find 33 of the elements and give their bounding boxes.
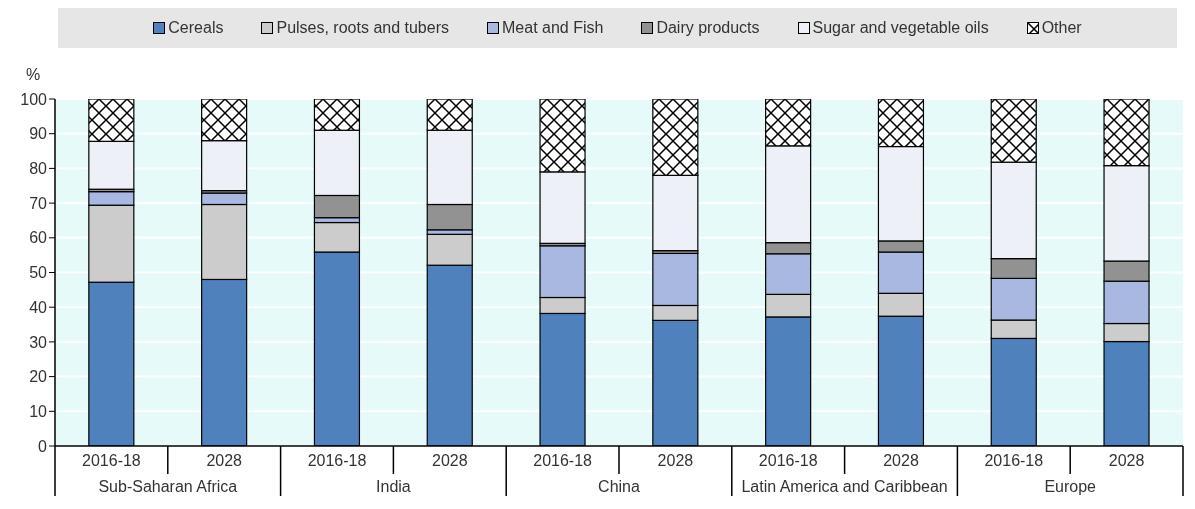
legend-label: Cereals [168, 19, 224, 37]
text: China [598, 478, 640, 495]
y-tick-label: 70 [29, 194, 48, 212]
x-tick-label: 2016-18 [758, 452, 818, 469]
x-tick-label: 2028 [432, 452, 468, 469]
y-tick-label: 30 [29, 333, 48, 351]
text: Latin America and Caribbean [741, 478, 948, 495]
x-tick-label: 2016-18 [984, 452, 1044, 469]
y-tick-label: 90 [29, 125, 48, 143]
x-tick-label: 2016-18 [82, 452, 141, 469]
y-tick-label: 40 [29, 298, 48, 316]
y-tick-label: 60 [29, 229, 48, 247]
legend-label: Meat and Fish [502, 19, 604, 37]
x-tick-label: 2028 [883, 452, 919, 469]
y-tick-label: 0 [38, 437, 48, 455]
legend-label: Other [1041, 19, 1082, 37]
x-tick-label: 2016-18 [307, 452, 367, 469]
legend-label: Sugar and vegetable oils [812, 19, 989, 37]
text: Sub-Saharan Africa [98, 478, 238, 495]
y-axis-title: % [26, 66, 41, 84]
y-tick-label: 10 [29, 402, 48, 420]
y-tick-label: 80 [29, 160, 48, 178]
x-tick-label: 2028 [206, 452, 243, 469]
x-tick-label: 2028 [657, 452, 694, 469]
x-tick-label: 2028 [1108, 452, 1145, 469]
legend-label: Dairy products [656, 19, 760, 37]
legend-label: Pulses, roots and tubers [276, 19, 449, 37]
y-tick-label: 100 [20, 90, 48, 108]
text: India [376, 478, 411, 495]
text: Europe [1044, 478, 1097, 495]
y-tick-label: 20 [29, 368, 48, 386]
y-tick-label: 50 [29, 264, 48, 282]
x-tick-label: 2016-18 [533, 452, 593, 469]
